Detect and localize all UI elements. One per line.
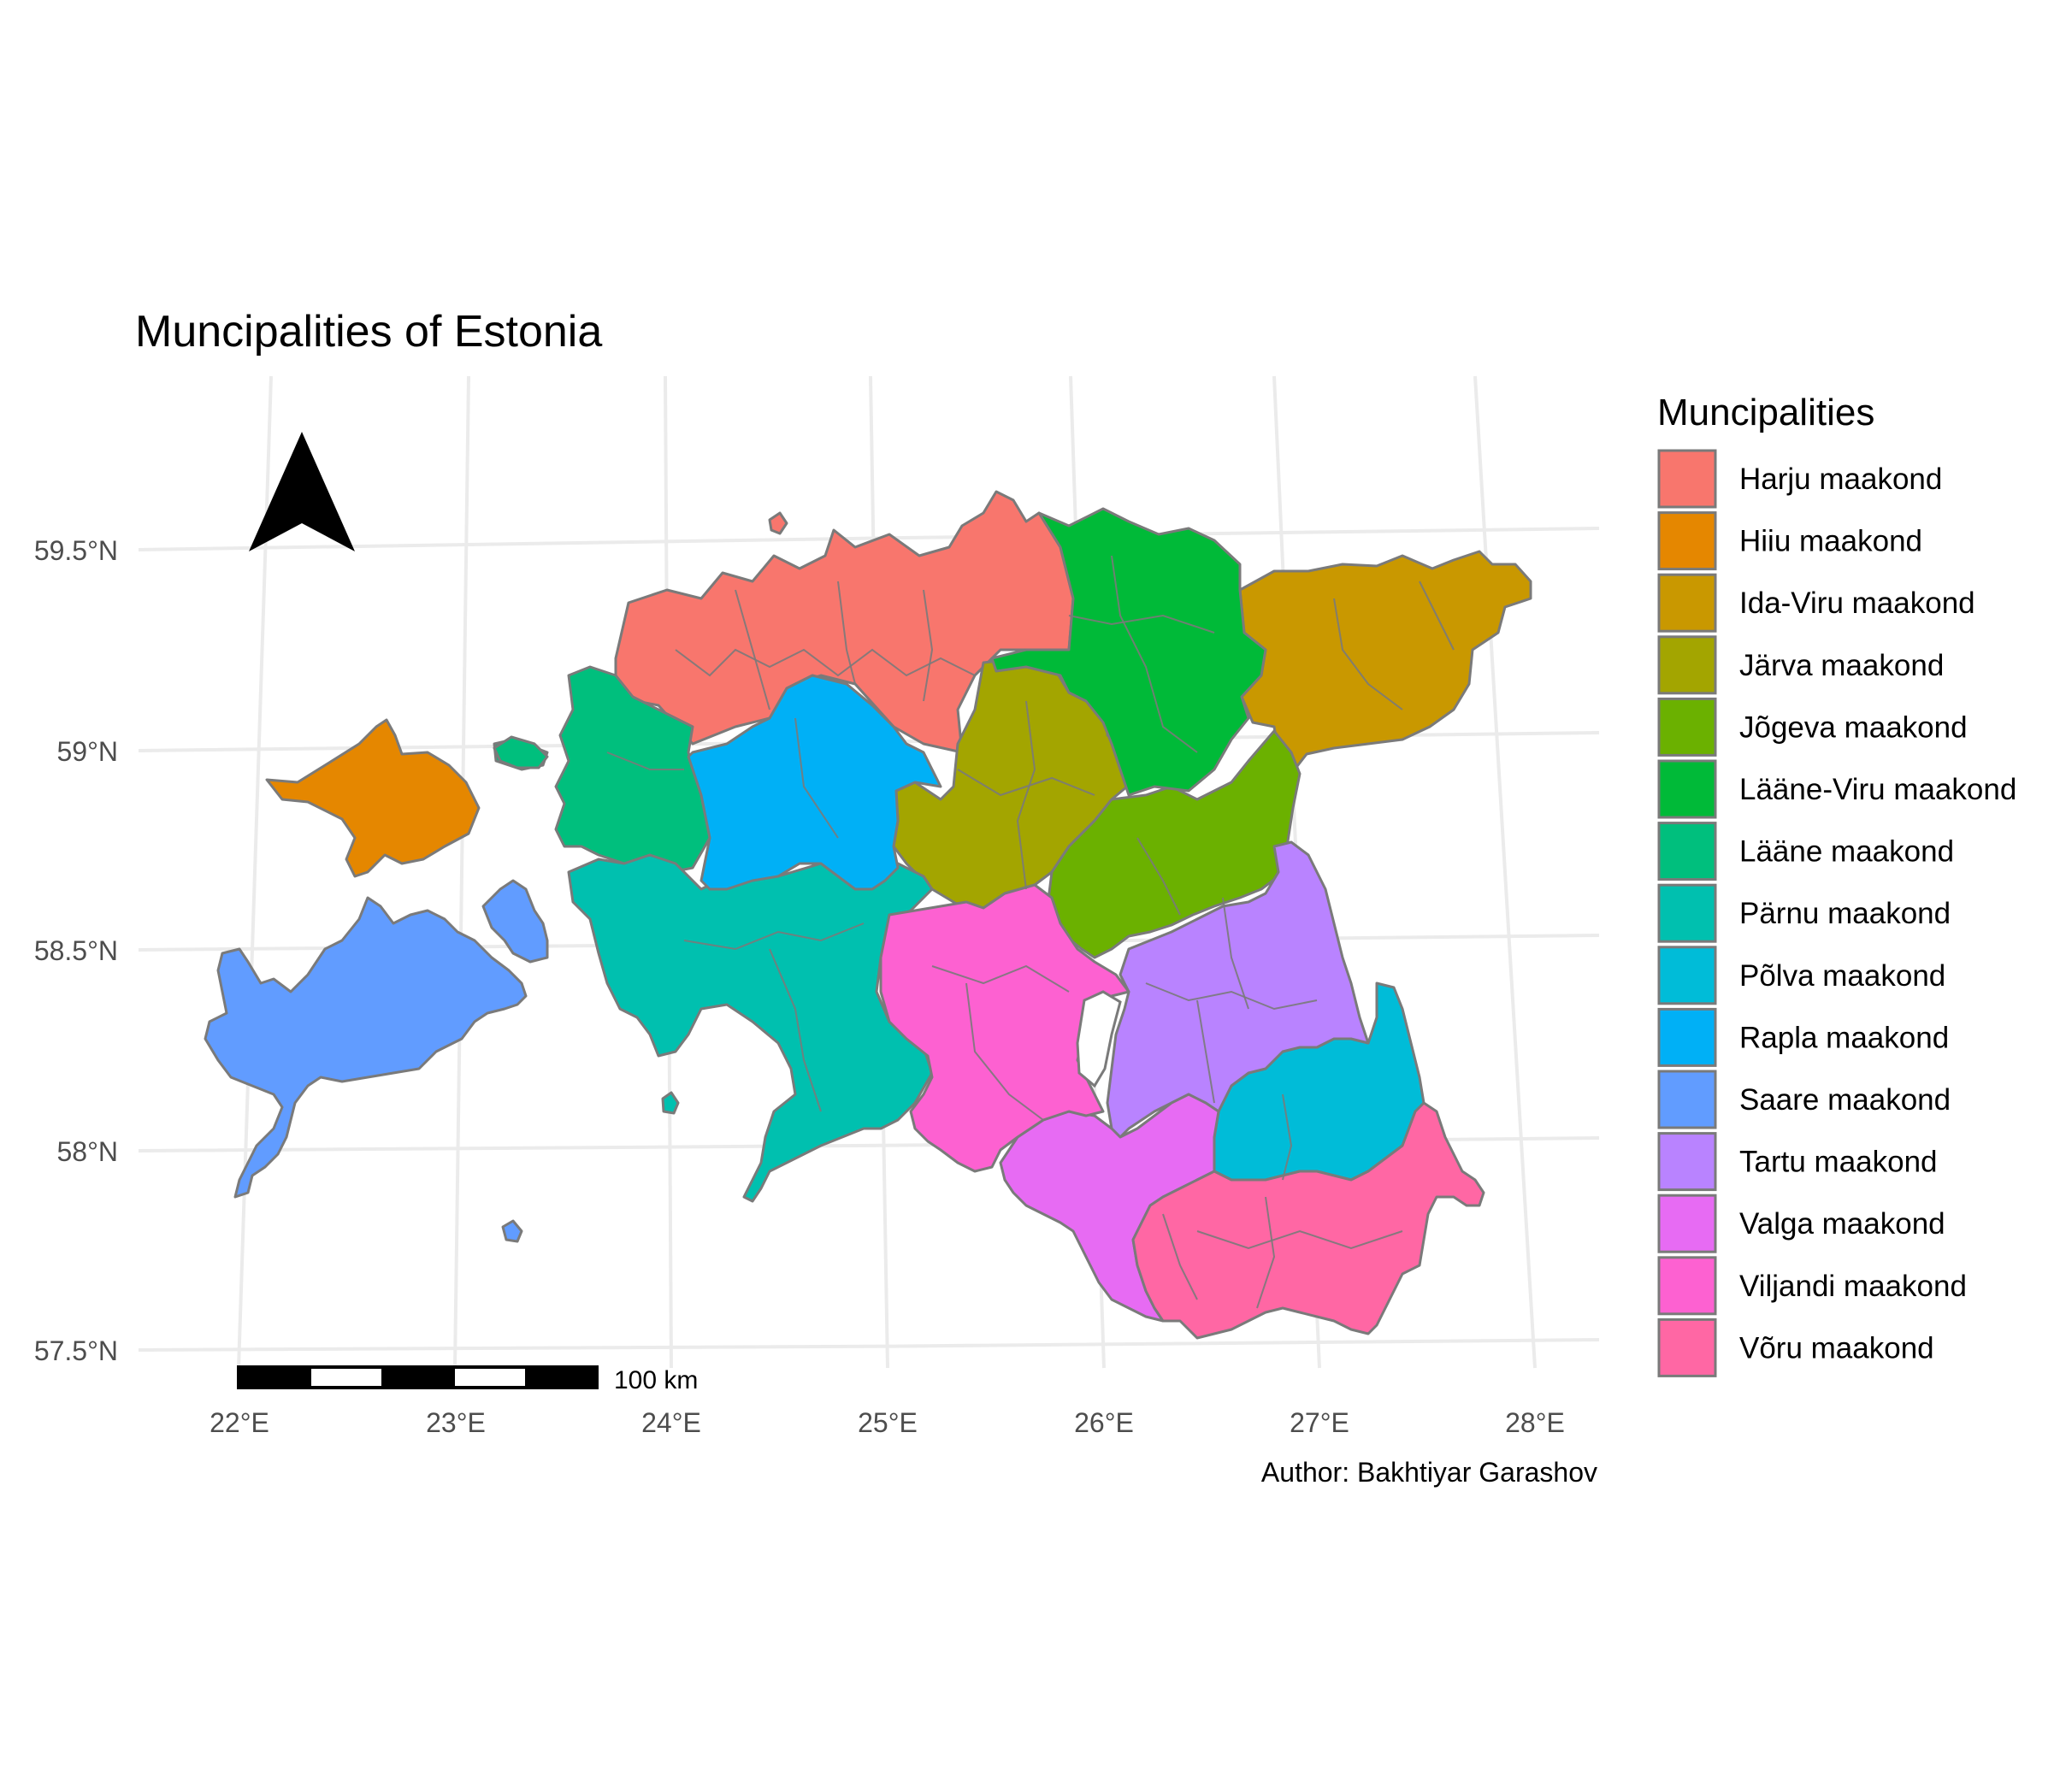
- region-saare-islet[interactable]: [501, 1219, 523, 1243]
- legend-label: Lääne maakond: [1739, 835, 1954, 869]
- legend-swatch: [1657, 1317, 1717, 1377]
- y-tick-label: 59°N: [57, 736, 119, 767]
- legend-swatch: [1657, 511, 1717, 571]
- legend-item: Valga maakond: [1657, 1194, 1945, 1253]
- legend-item: Lääne maakond: [1657, 822, 1954, 881]
- legend-item: Tartu maakond: [1657, 1132, 1938, 1192]
- legend-item: Lääne-Viru maakond: [1657, 759, 2016, 819]
- lake-vortsjarv: [1076, 990, 1122, 1088]
- scale-bar-label: 100 km: [614, 1366, 698, 1394]
- legend-swatch: [1657, 1070, 1717, 1129]
- legend-item: Rapla maakond: [1657, 1007, 1949, 1067]
- scale-bar: 100 km: [237, 1365, 698, 1394]
- legend-label: Rapla maakond: [1739, 1021, 1949, 1054]
- legend-label: Tartu maakond: [1739, 1146, 1938, 1179]
- map-title: Muncipalities of Estonia: [135, 307, 602, 357]
- region-saare[interactable]: [204, 879, 549, 1199]
- legend-label: Jõgeva maakond: [1739, 710, 1968, 744]
- x-tick-label: 27°E: [1290, 1407, 1349, 1438]
- x-tick-label: 28°E: [1505, 1407, 1565, 1438]
- legend-item: Viljandi maakond: [1657, 1256, 1967, 1316]
- region-parnu[interactable]: [567, 853, 934, 1203]
- author-caption: Author: Bakhtiyar Garashov: [1261, 1457, 1597, 1488]
- legend-swatch: [1657, 1256, 1717, 1316]
- x-axis: 22°E 23°E 24°E 25°E 26°E 27°E 28°E: [210, 1407, 1565, 1438]
- legend-item: Võru maakond: [1657, 1317, 1934, 1377]
- north-arrow: [249, 432, 355, 551]
- x-tick-label: 26°E: [1074, 1407, 1134, 1438]
- scale-bar-segment: [455, 1369, 525, 1386]
- legend-swatch: [1657, 697, 1717, 757]
- legend-label: Pärnu maakond: [1739, 897, 1951, 930]
- legend-swatch: [1657, 635, 1717, 695]
- region-viljandi[interactable]: [879, 883, 1130, 1173]
- region-voru[interactable]: [1131, 1101, 1485, 1340]
- y-tick-label: 57.5°N: [34, 1335, 118, 1366]
- x-tick-label: 24°E: [641, 1407, 701, 1438]
- legend-label: Harju maakond: [1739, 463, 1942, 496]
- legend-swatch: [1657, 946, 1717, 1005]
- legend: Muncipalities Harju maakond Hiiu maakond I…: [1657, 392, 2016, 1377]
- legend-item: Harju maakond: [1657, 449, 1942, 509]
- legend-swatch: [1657, 822, 1717, 881]
- region-rapla[interactable]: [687, 674, 942, 891]
- legend-swatch: [1657, 1194, 1717, 1253]
- legend-swatch: [1657, 883, 1717, 943]
- region-ida-viru[interactable]: [1238, 550, 1532, 775]
- region-laane-viru[interactable]: [990, 507, 1267, 797]
- legend-label: Hiiu maakond: [1739, 525, 1922, 558]
- legend-item: Hiiu maakond: [1657, 511, 1922, 571]
- legend-swatch: [1657, 1132, 1717, 1192]
- x-tick-label: 22°E: [210, 1407, 269, 1438]
- region-harju-islet[interactable]: [768, 511, 788, 535]
- scale-bar-frame: [237, 1365, 599, 1389]
- counties: [204, 490, 1532, 1340]
- legend-item: Ida-Viru maakond: [1657, 573, 1975, 633]
- legend-label: Valga maakond: [1739, 1207, 1945, 1241]
- scale-bar-segment: [311, 1369, 381, 1386]
- y-axis: 59.5°N 59°N 58.5°N 58°N 57.5°N: [34, 535, 118, 1366]
- region-laane-islet[interactable]: [493, 735, 549, 769]
- legend-item: Saare maakond: [1657, 1070, 1951, 1129]
- legend-swatch: [1657, 573, 1717, 633]
- y-tick-label: 58°N: [57, 1136, 119, 1167]
- legend-item: Põlva maakond: [1657, 946, 1945, 1005]
- y-tick-label: 58.5°N: [34, 935, 118, 966]
- legend-item: Jõgeva maakond: [1657, 697, 1968, 757]
- legend-item: Pärnu maakond: [1657, 883, 1951, 943]
- region-parnu-islet[interactable]: [661, 1091, 680, 1115]
- legend-item: Järva maakond: [1657, 635, 1944, 695]
- legend-label: Saare maakond: [1739, 1083, 1951, 1117]
- legend-label: Võru maakond: [1739, 1331, 1934, 1365]
- north-arrow-icon: [249, 432, 355, 551]
- legend-label: Lääne-Viru maakond: [1739, 773, 2016, 806]
- municipality-borders: [606, 555, 1455, 1309]
- legend-title: Muncipalities: [1657, 392, 1874, 433]
- y-tick-label: 59.5°N: [34, 535, 118, 566]
- region-hiiu[interactable]: [265, 718, 481, 878]
- legend-swatch: [1657, 1007, 1717, 1067]
- legend-label: Põlva maakond: [1739, 959, 1945, 993]
- legend-swatch: [1657, 449, 1717, 509]
- legend-label: Viljandi maakond: [1739, 1270, 1967, 1303]
- legend-label: Järva maakond: [1739, 649, 1944, 682]
- legend-swatch: [1657, 759, 1717, 819]
- legend-label: Ida-Viru maakond: [1739, 587, 1975, 620]
- x-tick-label: 25°E: [858, 1407, 918, 1438]
- legend-items: Harju maakond Hiiu maakond Ida-Viru maakon…: [1657, 449, 2016, 1377]
- x-tick-label: 23°E: [426, 1407, 486, 1438]
